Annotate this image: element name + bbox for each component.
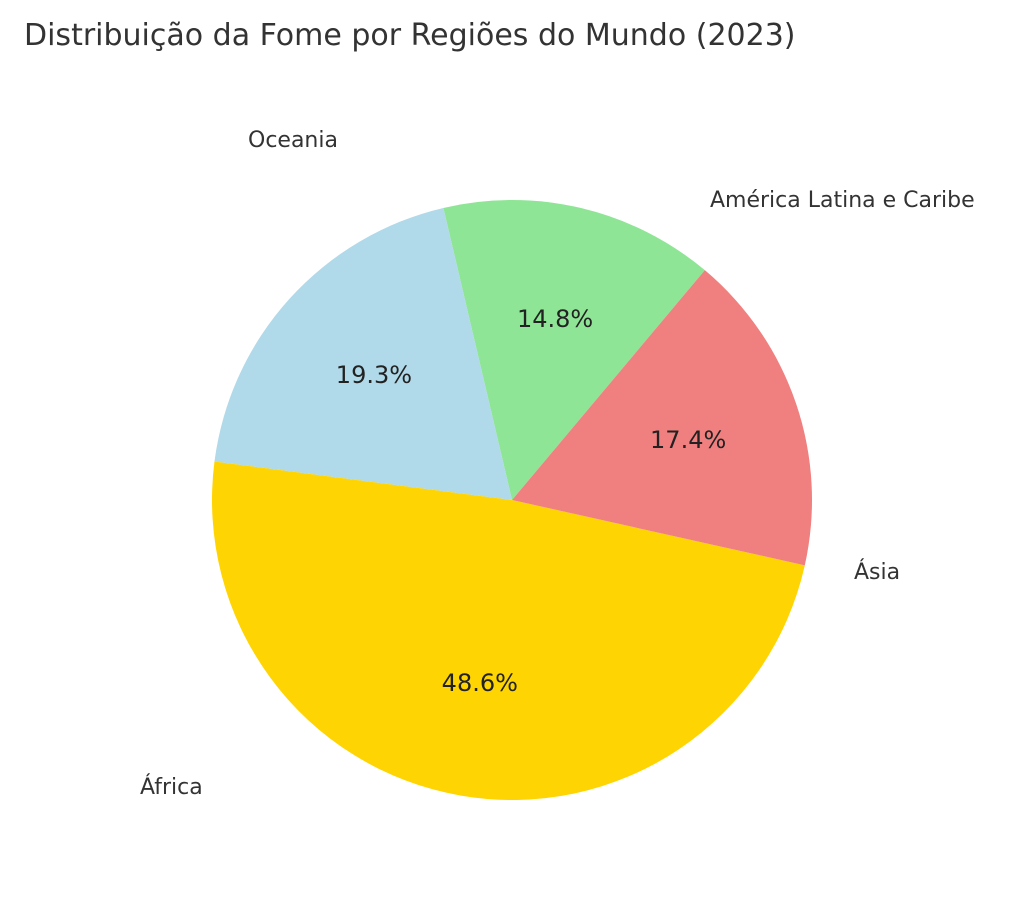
pie-pct-label: 48.6%: [442, 669, 518, 697]
pie-pct-label: 19.3%: [336, 361, 412, 389]
pie-slice-label: Oceania: [248, 128, 338, 153]
pie-slice-label: América Latina e Caribe: [710, 188, 975, 213]
pie-chart-svg: [0, 0, 1024, 910]
pie-pct-label: 17.4%: [650, 426, 726, 454]
pie-slice-label: África: [140, 775, 203, 800]
pie-slice-label: Ásia: [854, 560, 900, 585]
pie-pct-label: 14.8%: [517, 305, 593, 333]
